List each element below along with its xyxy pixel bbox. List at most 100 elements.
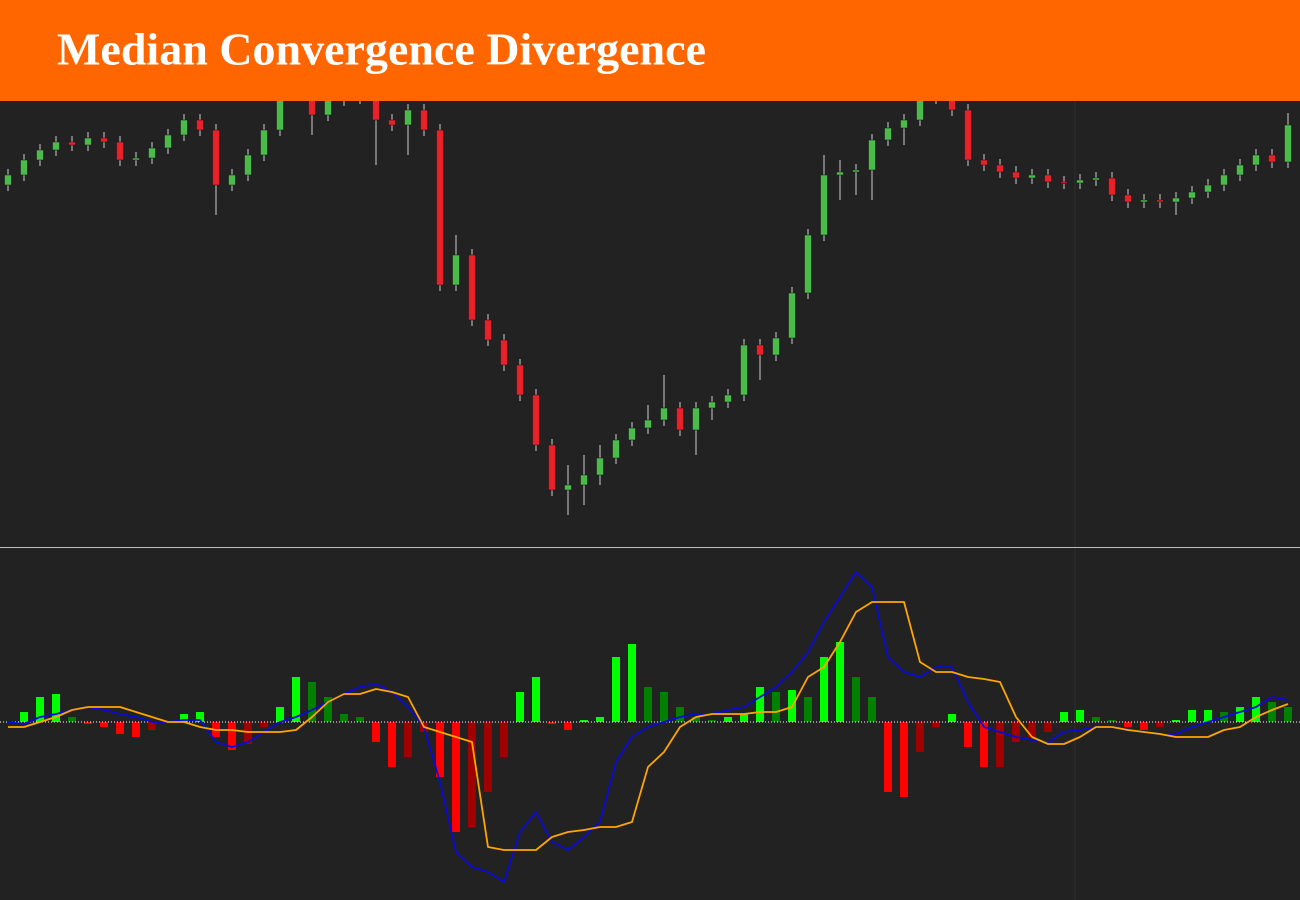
candle-body <box>1060 181 1068 184</box>
candle-body <box>1236 164 1244 176</box>
candle-body <box>740 344 748 396</box>
candle-body <box>1252 154 1260 166</box>
histogram-bar <box>596 717 604 722</box>
histogram-bar <box>756 687 764 722</box>
candle-body <box>324 100 332 116</box>
candle-body <box>68 141 76 146</box>
histogram-bar <box>1092 717 1100 722</box>
histogram-bar <box>740 714 748 722</box>
candle-body <box>1028 174 1036 179</box>
histogram-bar <box>196 712 204 722</box>
price-panel <box>4 100 1292 515</box>
indicator-line <box>8 601 1289 851</box>
histogram-bar <box>356 717 364 722</box>
candle-body <box>132 157 140 161</box>
histogram-bar <box>260 722 268 727</box>
histogram-bar <box>1268 702 1276 722</box>
histogram-bar <box>1204 710 1212 722</box>
candle-body <box>724 394 732 403</box>
histogram-bar <box>580 720 588 722</box>
candle-body <box>964 109 972 161</box>
candle-body <box>164 134 172 149</box>
candle-body <box>148 147 156 159</box>
histogram-bar <box>1188 710 1196 722</box>
candle-body <box>228 174 236 186</box>
histogram-bar <box>68 717 76 722</box>
candle-body <box>1172 197 1180 203</box>
histogram-bar <box>116 722 124 734</box>
histogram-bar <box>436 722 444 777</box>
candle-body <box>404 109 412 126</box>
candle-body <box>1140 199 1148 203</box>
candle-body <box>596 457 604 476</box>
histogram-bar <box>964 722 972 747</box>
candle-body <box>644 419 652 429</box>
histogram-bar <box>388 722 396 767</box>
histogram-bar <box>324 697 332 722</box>
histogram-bar <box>1252 697 1260 722</box>
histogram-bar <box>1108 720 1116 722</box>
candle-body <box>436 129 444 286</box>
candle-body <box>52 141 60 151</box>
histogram-bar <box>980 722 988 767</box>
histogram-bar <box>84 722 92 724</box>
histogram-bar <box>1076 710 1084 722</box>
candle-body <box>772 337 780 356</box>
candle-body <box>1124 194 1132 203</box>
candle-body <box>308 100 316 116</box>
histogram-bar <box>1124 722 1132 727</box>
histogram-bar <box>484 722 492 792</box>
candle-body <box>372 100 380 121</box>
candle-body <box>388 119 396 126</box>
histogram-bar <box>452 722 460 832</box>
histogram-bar <box>692 717 700 722</box>
histogram-bar <box>292 677 300 722</box>
histogram-bar <box>1012 722 1020 742</box>
histogram-bar <box>468 722 476 827</box>
candle-body <box>260 129 268 156</box>
candle-body <box>116 141 124 161</box>
histogram-bar <box>868 697 876 722</box>
candle-body <box>20 159 28 176</box>
candle-body <box>1044 174 1052 183</box>
histogram-bar <box>1140 722 1148 730</box>
histogram-bar <box>36 697 44 722</box>
candle-body <box>628 427 636 441</box>
histogram-bar <box>836 642 844 722</box>
candle-body <box>1268 154 1276 163</box>
candle-body <box>4 174 12 186</box>
histogram-bar <box>548 722 556 724</box>
candle-body <box>980 159 988 166</box>
candle-body <box>756 344 764 356</box>
histogram-bar <box>500 722 508 757</box>
candle-body <box>660 407 668 421</box>
candle-body <box>516 364 524 396</box>
histogram-bar <box>276 707 284 722</box>
candle-body <box>212 129 220 186</box>
candle-body <box>804 234 812 294</box>
histogram-bar <box>132 722 140 737</box>
candle-body <box>852 169 860 173</box>
histogram-bar <box>660 692 668 722</box>
histogram-bar <box>916 722 924 752</box>
histogram-bar <box>228 722 236 750</box>
histogram-bar <box>1060 712 1068 722</box>
histogram-bar <box>772 692 780 722</box>
histogram-bar <box>1284 707 1292 722</box>
indicator-panel <box>0 571 1300 883</box>
histogram-bar <box>532 677 540 722</box>
candle-body <box>196 119 204 131</box>
candle-body <box>468 254 476 321</box>
header-bar <box>0 0 1300 101</box>
candle-body <box>692 407 700 431</box>
histogram-bar <box>148 722 156 730</box>
histogram-bar <box>404 722 412 757</box>
candle-body <box>1012 171 1020 179</box>
histogram-bar <box>708 720 716 722</box>
candle-body <box>996 164 1004 173</box>
candle-body <box>708 401 716 409</box>
candle-body <box>884 127 892 141</box>
histogram-bar <box>564 722 572 730</box>
histogram-bar <box>644 687 652 722</box>
